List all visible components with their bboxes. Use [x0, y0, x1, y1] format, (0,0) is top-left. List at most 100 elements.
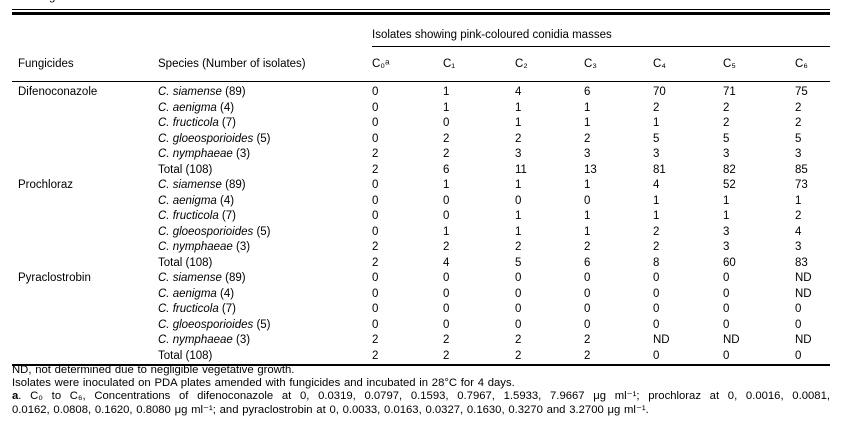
fungicide-cell — [12, 302, 158, 318]
value-cell: 0 — [723, 318, 730, 331]
value-cell: 8 — [653, 256, 660, 269]
value-cell: 1 — [443, 225, 450, 238]
value-cell: 0 — [372, 101, 379, 114]
value-cell: 2 — [372, 256, 379, 269]
value-cell: 2 — [584, 348, 653, 366]
value-cell: 6 — [584, 256, 591, 269]
table-row: C. aenigma (4) 0 0 0 0 1 1 1 — [12, 194, 830, 210]
value-cell: 6 — [443, 163, 450, 176]
value-cell: 13 — [584, 163, 597, 176]
species-cell: Total (108) — [158, 256, 213, 269]
value-cell: 0 — [372, 86, 379, 98]
table-row: C. gloeosporioides (5) 0 1 1 1 2 3 4 — [12, 225, 830, 241]
value-cell: 0 — [372, 318, 379, 331]
value-cell: 3 — [584, 148, 591, 160]
value-cell: 0 — [795, 348, 831, 366]
value-cell: 1 — [443, 86, 450, 98]
fungicide-cell — [12, 194, 158, 210]
table-header: Isolates showing pink-coloured conidia m… — [12, 15, 831, 82]
value-cell: 3 — [723, 241, 730, 253]
value-cell: 1 — [584, 117, 591, 129]
value-cell: 5 — [723, 132, 730, 145]
value-cell: 0 — [723, 287, 730, 300]
value-cell: 2 — [372, 348, 443, 366]
value-cell: 0 — [584, 303, 591, 315]
col-header-c4: C₄ — [653, 46, 723, 82]
table-row: C. gloeosporioides (5) 0 0 0 0 0 0 0 — [12, 318, 830, 334]
value-cell: 2 — [443, 132, 450, 145]
value-cell: 0 — [515, 318, 522, 331]
fungicide-cell: Pyraclostrobin — [18, 272, 91, 284]
value-cell: 2 — [443, 348, 515, 366]
value-cell: ND — [795, 287, 812, 300]
footnote-concentrations-line1: a. C₀ to C₆, Concentrations of difenocon… — [12, 390, 830, 403]
value-cell: 1 — [653, 210, 660, 222]
fungicide-cell: Prochloraz — [18, 179, 73, 191]
table-body: Difenoconazole C. siamense (89) 0 1 4 6 70 71 75… — [12, 82, 831, 366]
value-cell: 11 — [515, 163, 527, 176]
species-cell: C. siamense (89) — [158, 86, 246, 98]
footnote-a-marker: a — [12, 390, 19, 403]
value-cell: 0 — [515, 303, 522, 315]
fungicide-cell: Difenoconazole — [18, 86, 98, 98]
fungicide-cell — [12, 348, 158, 366]
table-row: C. gloeosporioides (5) 0 2 2 2 5 5 5 — [12, 132, 830, 148]
value-cell: 5 — [653, 132, 660, 145]
value-cell: 0 — [443, 287, 450, 300]
value-cell: 71 — [723, 86, 736, 98]
value-cell: 0 — [372, 132, 379, 145]
value-cell: 3 — [723, 148, 730, 160]
species-cell: Total (108) — [158, 163, 213, 176]
value-cell: 2 — [653, 225, 660, 238]
value-cell: 2 — [443, 334, 450, 346]
results-table: Isolates showing pink-coloured conidia m… — [12, 15, 831, 366]
value-cell: 2 — [443, 148, 450, 160]
value-cell: 2 — [515, 334, 522, 346]
col-header-c2: C₂ — [515, 46, 584, 82]
value-cell: 6 — [584, 86, 591, 98]
species-cell: C. fructicola (7) — [158, 303, 236, 315]
table-row: C. fructicola (7) 0 0 0 0 0 0 0 — [12, 302, 830, 318]
value-cell: 60 — [723, 256, 736, 269]
value-cell: ND — [723, 334, 740, 346]
value-cell: 1 — [723, 210, 730, 222]
value-cell: 1 — [515, 210, 522, 222]
value-cell: 1 — [584, 210, 591, 222]
value-cell: 0 — [584, 272, 591, 284]
value-cell: 3 — [723, 225, 730, 238]
value-cell: 52 — [723, 179, 736, 191]
species-cell: C. fructicola (7) — [158, 210, 236, 222]
col-header-fungicides: Fungicides — [12, 46, 158, 82]
value-cell: 82 — [723, 163, 736, 176]
value-cell: 0 — [795, 303, 802, 315]
value-cell: 0 — [723, 303, 730, 315]
table-row: Total (108) 2 2 2 2 0 0 0 — [12, 348, 831, 366]
col-header-c1: C₁ — [443, 46, 515, 82]
value-cell: 2 — [443, 241, 450, 253]
value-cell: 0 — [443, 210, 450, 222]
fungicide-cell — [12, 132, 158, 148]
value-cell: 1 — [653, 117, 660, 129]
value-cell: 1 — [584, 179, 591, 191]
value-cell: 2 — [795, 117, 802, 129]
value-cell: 0 — [515, 287, 522, 300]
value-cell: 0 — [723, 272, 730, 284]
value-cell: 2 — [584, 334, 591, 346]
value-cell: 0 — [653, 287, 660, 300]
table-row: C. fructicola (7) 0 0 1 1 1 2 2 — [12, 116, 830, 132]
value-cell: 0 — [443, 194, 450, 207]
value-cell: 2 — [515, 132, 522, 145]
value-cell: 1 — [443, 101, 450, 114]
table-row: C. nymphaeae (3) 2 2 2 2 2 3 3 — [12, 240, 830, 256]
species-cell: C. nymphaeae (3) — [158, 241, 251, 253]
value-cell: 0 — [372, 303, 379, 315]
col-header-c0: C₀ᵃ — [372, 46, 443, 82]
value-cell: 0 — [515, 194, 522, 207]
fungicide-cell — [12, 333, 158, 349]
value-cell: 75 — [795, 86, 808, 98]
value-cell: 0 — [723, 348, 795, 366]
value-cell: 4 — [515, 86, 522, 98]
fungicide-cell — [12, 240, 158, 256]
clipped-caption-fragment: g — [49, 0, 55, 3]
